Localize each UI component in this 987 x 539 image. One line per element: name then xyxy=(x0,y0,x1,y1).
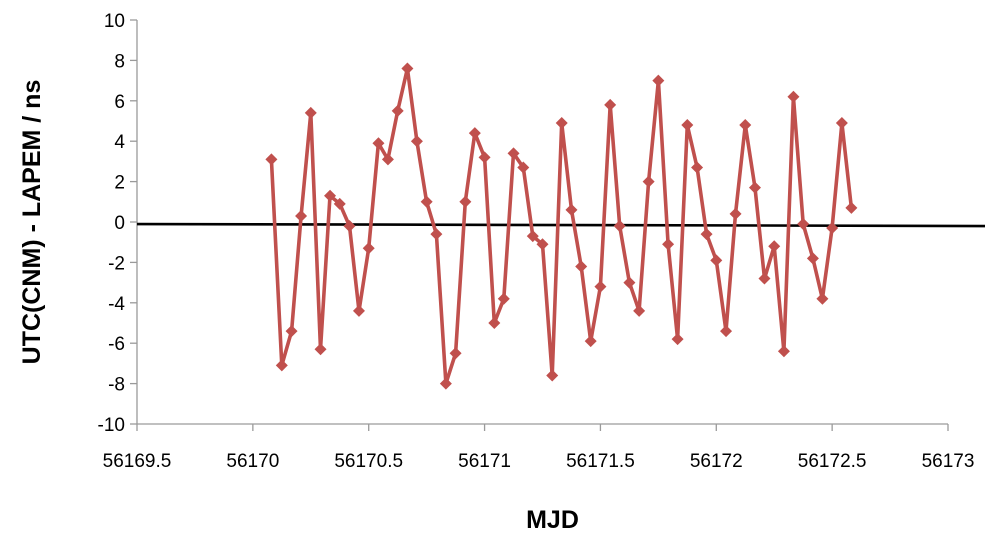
x-tick-label: 56169.5 xyxy=(103,451,172,472)
data-point xyxy=(507,147,520,160)
x-tick-label: 56171.5 xyxy=(566,451,635,472)
data-point xyxy=(488,317,501,329)
y-tick-label: -6 xyxy=(108,334,125,355)
data-point xyxy=(352,304,365,317)
x-tick-label: 56172 xyxy=(690,451,743,472)
data-point xyxy=(420,195,433,208)
data-point xyxy=(333,197,346,210)
data-point xyxy=(565,203,578,216)
x-axis-title: MJD xyxy=(526,506,579,534)
data-point xyxy=(748,181,761,194)
data-point xyxy=(681,119,694,132)
data-point xyxy=(381,153,394,166)
data-point xyxy=(816,292,829,305)
data-point xyxy=(720,325,733,338)
y-tick-label: 8 xyxy=(114,51,125,72)
data-point xyxy=(372,137,385,150)
data-point xyxy=(806,252,819,265)
data-point xyxy=(613,220,626,233)
data-point xyxy=(497,292,510,305)
data-point xyxy=(275,359,288,372)
data-point xyxy=(324,189,337,202)
data-point xyxy=(314,343,327,356)
data-point xyxy=(295,209,308,222)
data-point xyxy=(623,276,636,289)
data-point xyxy=(652,74,665,87)
data-point xyxy=(826,222,839,235)
x-tick-label: 56172.5 xyxy=(798,451,867,472)
data-point xyxy=(691,161,704,174)
x-axis-ticks: 56169.5 56170 56170.5 56171 56171.5 56172 5617… xyxy=(103,424,975,472)
x-tick-label: 56170.5 xyxy=(334,451,403,472)
y-axis-title: UTC(CNM) - LAPEM / ns xyxy=(18,80,46,365)
data-point xyxy=(391,104,404,117)
data-point xyxy=(468,127,481,140)
data-point xyxy=(265,153,278,166)
data-point xyxy=(584,335,597,348)
y-tick-label: -10 xyxy=(98,415,125,436)
y-tick-label: 0 xyxy=(114,213,125,234)
data-point xyxy=(642,175,655,188)
data-point xyxy=(739,119,752,132)
data-point xyxy=(478,151,491,164)
data-point xyxy=(729,207,742,220)
y-tick-label: -4 xyxy=(108,294,125,315)
data-point xyxy=(430,228,443,241)
data-point xyxy=(449,347,462,360)
y-tick-label: 10 xyxy=(104,11,125,32)
data-point xyxy=(787,90,800,103)
data-point xyxy=(594,280,607,293)
data-point xyxy=(604,98,617,111)
data-point xyxy=(410,135,423,148)
data-point xyxy=(835,117,848,130)
data-point xyxy=(285,325,298,338)
data-point xyxy=(343,220,356,233)
data-point xyxy=(758,272,771,285)
data-point xyxy=(401,62,414,75)
y-tick-label: 6 xyxy=(114,92,125,113)
data-point xyxy=(555,117,568,130)
data-point xyxy=(768,240,781,253)
y-tick-label: 4 xyxy=(114,132,125,153)
x-tick-label: 56171 xyxy=(458,451,511,472)
data-point xyxy=(710,254,723,267)
data-point xyxy=(517,161,530,174)
data-point xyxy=(459,195,472,208)
y-axis-ticks: -10 -8 -6 -4 -2 0 2 4 6 8 10 xyxy=(98,11,137,436)
data-point xyxy=(797,218,810,231)
zero-reference-line xyxy=(136,222,986,228)
data-point xyxy=(671,333,684,346)
data-point xyxy=(662,238,675,251)
data-point xyxy=(633,304,646,317)
y-tick-label: -8 xyxy=(108,375,125,396)
y-tick-label: -2 xyxy=(108,253,125,274)
data-point xyxy=(546,369,559,382)
data-point xyxy=(526,230,539,243)
series-markers xyxy=(265,62,858,390)
x-tick-label: 56170 xyxy=(226,451,279,472)
data-point xyxy=(575,260,588,273)
x-tick-label: 56173 xyxy=(922,451,975,472)
data-point xyxy=(700,228,713,241)
y-tick-label: 2 xyxy=(114,173,125,194)
data-point xyxy=(362,242,375,255)
data-point xyxy=(439,377,452,390)
data-point xyxy=(304,106,317,119)
data-point xyxy=(777,345,790,358)
data-point xyxy=(536,238,549,251)
data-point xyxy=(845,201,858,214)
